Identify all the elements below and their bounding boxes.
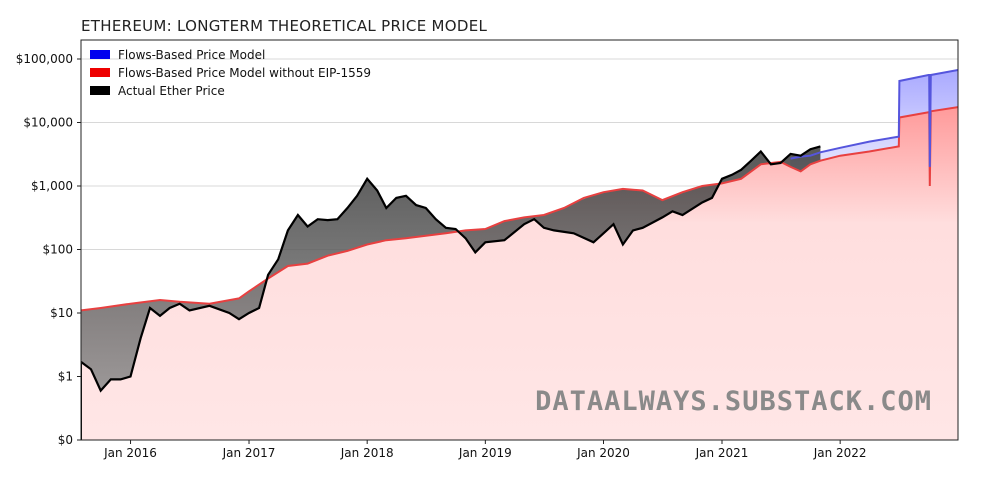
- y-tick-label: $10,000: [23, 116, 73, 130]
- chart-title: ETHEREUM: LONGTERM THEORETICAL PRICE MOD…: [81, 17, 488, 35]
- x-tick-label: Jan 2016: [103, 446, 157, 460]
- x-axis: Jan 2016 Jan 2017 Jan 2018 Jan 2019 Jan 2020…: [103, 440, 867, 460]
- y-tick-label: $100: [42, 243, 73, 257]
- watermark-text: DATAALWAYS.SUBSTACK.COM: [535, 386, 932, 417]
- legend-swatch: [90, 68, 110, 77]
- no-eip-line: [81, 106, 958, 312]
- y-tick-label: $100,000: [16, 52, 73, 66]
- legend-label: Flows-Based Price Model without EIP-1559: [118, 66, 371, 80]
- x-tick-label: Jan 2020: [576, 446, 630, 460]
- flows-line: [790, 69, 958, 167]
- x-tick-label: Jan 2019: [458, 446, 512, 460]
- price-gap-area: [81, 146, 821, 391]
- actual-price-line: [81, 145, 821, 393]
- y-tick-label: $1: [58, 370, 73, 384]
- x-tick-label: Jan 2017: [222, 446, 276, 460]
- x-tick-label: Jan 2021: [695, 446, 749, 460]
- y-tick-label: $10: [50, 306, 73, 320]
- plot-frame: [80, 39, 959, 441]
- line-layer: [81, 69, 958, 440]
- legend-label: Flows-Based Price Model: [118, 48, 265, 62]
- legend-swatch: [90, 86, 110, 95]
- y-axis: $0 $1 $10 $100 $1,000 $10,000 $100,000: [16, 52, 81, 447]
- no-eip-area: [81, 107, 958, 440]
- area-layer: [81, 70, 958, 440]
- y-tick-label: $1,000: [31, 179, 73, 193]
- y-tick-label: $0: [58, 433, 73, 447]
- legend-swatch: [90, 50, 110, 59]
- legend: Flows-Based Price Model Flows-Based Price…: [90, 48, 371, 98]
- x-tick-label: Jan 2022: [813, 446, 867, 460]
- legend-label: Actual Ether Price: [118, 84, 225, 98]
- x-tick-label: Jan 2018: [340, 446, 394, 460]
